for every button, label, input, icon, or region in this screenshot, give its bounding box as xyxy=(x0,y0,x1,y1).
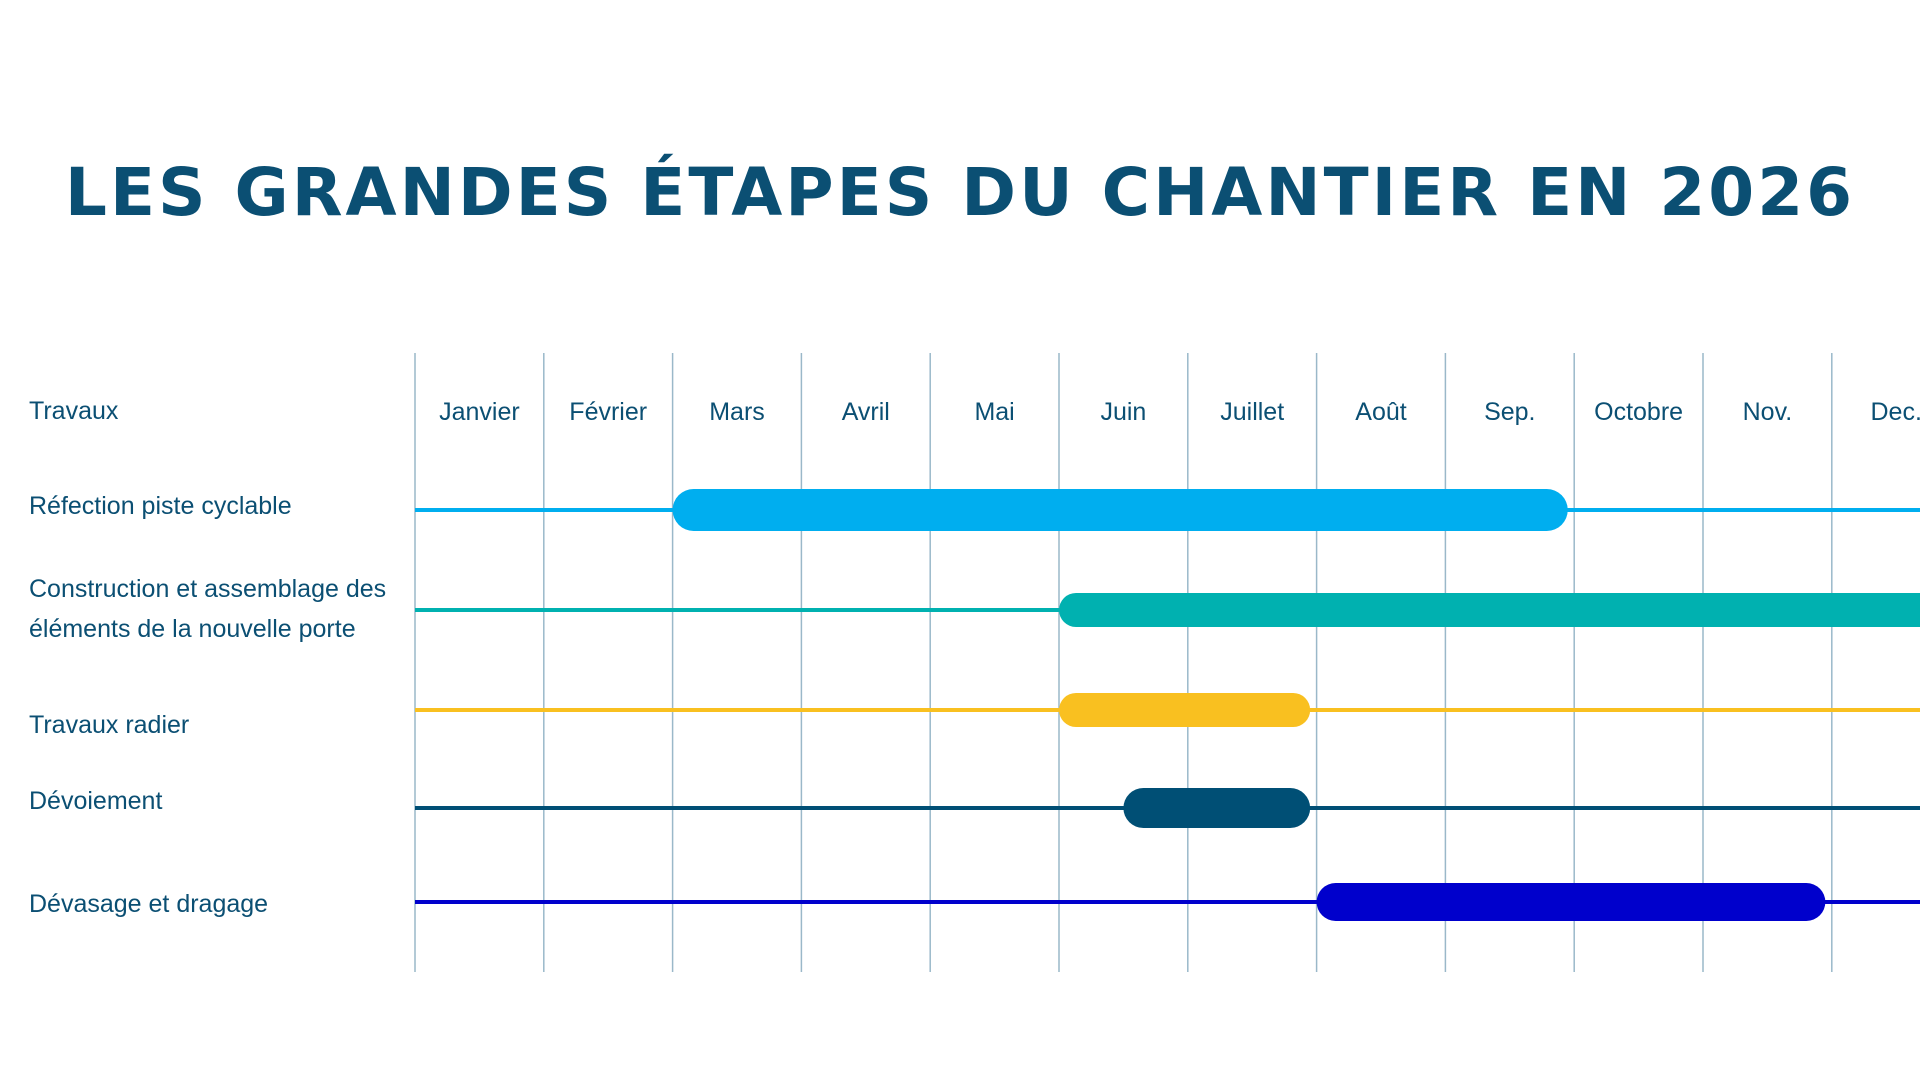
month-label: Octobre xyxy=(1594,398,1683,426)
task-label: Dévasage et dragage xyxy=(29,890,268,918)
task-row: Travaux radier xyxy=(29,693,1920,739)
task-bar xyxy=(1316,883,1826,921)
row-header: Travaux xyxy=(29,397,119,425)
task-row: Dévasage et dragage xyxy=(29,883,1920,921)
month-header: Travaux Janvier Février Mars Avril Mai Juin Ju… xyxy=(29,397,1920,426)
task-label: Dévoiement xyxy=(29,787,162,815)
month-label: Juillet xyxy=(1220,398,1284,426)
month-label: Sep. xyxy=(1484,398,1535,426)
month-label: Avril xyxy=(842,398,890,426)
month-label: Dec. xyxy=(1870,398,1920,426)
task-bar xyxy=(1059,693,1311,727)
task-label: Travaux radier xyxy=(29,711,189,739)
month-label: Mars xyxy=(709,398,765,426)
page-title: Les grandes étapes du chantier en 2026 xyxy=(64,154,1856,231)
month-label: Août xyxy=(1355,398,1406,426)
month-label: Mai xyxy=(974,398,1014,426)
month-label: Janvier xyxy=(439,398,520,426)
task-bar xyxy=(1059,593,1920,627)
task-row: Dévoiement xyxy=(29,787,1920,828)
task-rows: Réfection piste cyclable Construction et … xyxy=(29,489,1920,921)
month-label: Février xyxy=(569,398,647,426)
month-gridlines xyxy=(414,353,1833,972)
task-row: Construction et assemblage des éléments d… xyxy=(29,575,1920,643)
task-label: Réfection piste cyclable xyxy=(29,492,292,520)
task-row: Réfection piste cyclable xyxy=(29,489,1920,531)
task-bar xyxy=(1123,788,1311,828)
task-bar xyxy=(672,489,1568,531)
task-label: Construction et assemblage des éléments d… xyxy=(29,575,386,643)
month-label: Juin xyxy=(1100,398,1146,426)
month-label: Nov. xyxy=(1743,398,1793,426)
